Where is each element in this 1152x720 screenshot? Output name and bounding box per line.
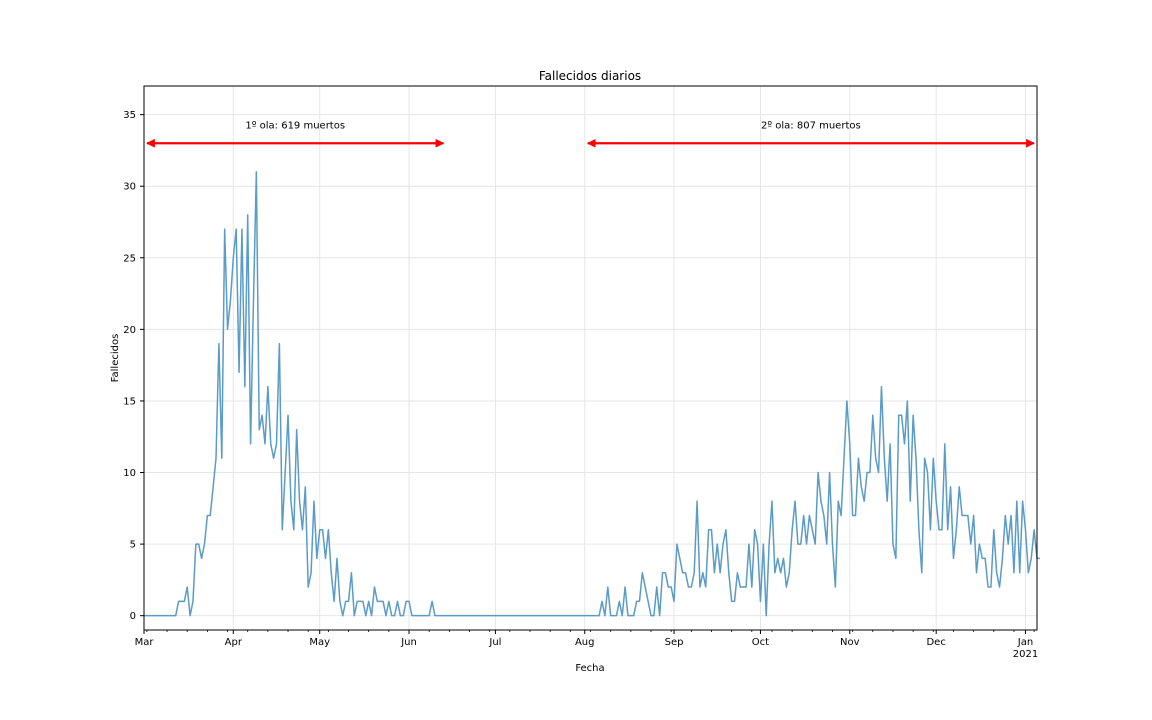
x-tick-label: Oct [752,637,769,648]
y-tick-label: 15 [123,396,136,407]
y-tick-label: 25 [123,253,136,264]
y-tick-label: 30 [123,182,136,193]
wave-annotation-label: 2º ola: 807 muertos [761,120,861,131]
x-tick-label: Jul [488,637,501,648]
x-tick-label: Sep [665,637,684,648]
y-tick-label: 35 [123,110,136,121]
gridlines [143,86,1037,630]
x-tick-label: Nov [840,637,860,648]
x-tick-label: Jan [1017,637,1033,648]
plot-frame [143,85,1038,631]
y-tick-label: 10 [123,468,136,479]
x-tick-label: Mar [135,637,155,648]
x-tick-label: Dec [926,637,945,648]
annotations: 1º ola: 619 muertos 2º ola: 807 muertos [146,120,1035,148]
x-tick-label: May [309,637,330,648]
y-tick-label: 0 [130,611,136,622]
chart-title: Fallecidos diarios [539,69,641,83]
y-axis: 0 5 10 15 20 25 30 35 [123,110,144,622]
x-tick-sublabel: 2021 [1013,649,1038,660]
x-axis-label: Fecha [575,663,604,674]
x-tick-label: Aug [575,637,595,648]
x-tick-label: Jun [400,637,417,648]
y-axis-label: Fallecidos [110,334,121,383]
series-group [144,171,1040,617]
y-tick-label: 5 [130,540,136,551]
x-tick-label: Apr [225,637,243,648]
wave-annotation-label: 1º ola: 619 muertos [245,120,345,131]
y-tick-label: 20 [123,325,136,336]
series-line [144,171,1040,617]
